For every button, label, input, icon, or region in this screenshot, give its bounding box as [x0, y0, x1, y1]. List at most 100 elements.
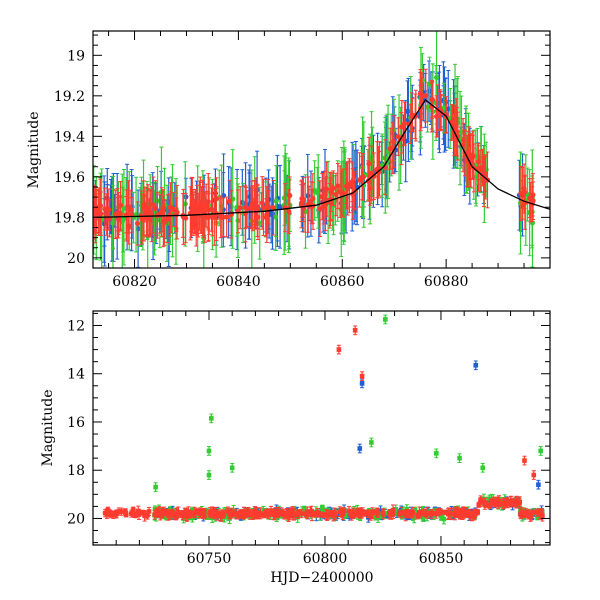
data-point: [322, 191, 328, 198]
data-point: [374, 509, 380, 515]
data-point: [390, 510, 396, 516]
data-point: [260, 204, 267, 211]
data-point: [480, 465, 486, 471]
data-point: [288, 512, 294, 517]
data-point: [270, 205, 277, 211]
x-tick-label: 60860: [320, 274, 365, 290]
data-point: [473, 362, 479, 368]
top-panel-axes: 60820 60840 60860 60880 19 19.2 19.4 19.6 19.8 20: [54, 30, 551, 290]
data-point: [445, 106, 451, 112]
data-point: [493, 498, 499, 504]
data-point: [134, 220, 141, 227]
data-point: [97, 203, 103, 209]
data-point: [365, 178, 371, 184]
data-point: [400, 510, 406, 516]
data-point: [437, 509, 443, 515]
data-point: [279, 509, 285, 515]
data-point: [147, 210, 153, 216]
data-point: [489, 499, 494, 505]
data-point: [335, 183, 341, 189]
data-point: [320, 512, 326, 518]
data-point: [111, 512, 116, 518]
data-point: [423, 510, 428, 516]
data-point: [245, 509, 250, 515]
y-tick-label: 19.8: [54, 210, 85, 226]
data-point: [200, 205, 206, 211]
data-point: [434, 451, 439, 456]
data-point: [136, 512, 142, 517]
data-point: [201, 509, 207, 514]
data-point: [206, 448, 212, 454]
data-point: [295, 512, 300, 517]
data-point: [346, 181, 353, 187]
data-point: [530, 192, 536, 198]
data-point: [265, 204, 271, 210]
data-point: [224, 214, 230, 220]
data-point: [538, 448, 544, 454]
data-point: [521, 186, 527, 192]
data-point: [264, 211, 270, 218]
model-curve: [93, 98, 550, 219]
data-point: [119, 509, 124, 514]
data-point: [360, 174, 366, 180]
data-point: [457, 455, 462, 461]
data-point: [441, 516, 447, 522]
data-point: [461, 137, 467, 143]
data-point: [218, 214, 224, 220]
data-point: [255, 214, 261, 220]
data-point: [527, 195, 533, 201]
data-point: [281, 512, 287, 518]
data-point: [303, 511, 309, 517]
data-point: [466, 511, 471, 516]
data-point: [186, 509, 191, 514]
data-point: [410, 510, 416, 515]
data-point: [485, 499, 491, 505]
data-point: [479, 164, 486, 171]
data-point: [214, 512, 220, 518]
data-point: [142, 201, 148, 208]
data-point: [311, 511, 316, 517]
data-point: [218, 513, 223, 518]
data-point: [116, 509, 122, 514]
data-point: [209, 508, 215, 514]
data-point: [340, 511, 346, 517]
data-point: [153, 484, 158, 490]
data-point: [404, 108, 411, 114]
data-point: [126, 223, 132, 229]
data-point: [367, 512, 373, 517]
data-point: [382, 317, 388, 322]
data-point: [166, 513, 171, 518]
data-point: [501, 501, 506, 506]
y-tick-label: 19.6: [54, 170, 85, 186]
data-point: [420, 516, 426, 521]
data-point: [458, 510, 464, 516]
data-point: [393, 506, 398, 512]
data-point: [448, 511, 454, 517]
data-point: [152, 506, 158, 512]
data-point: [222, 514, 227, 520]
data-point: [441, 509, 447, 515]
data-point: [429, 103, 435, 109]
data-point: [164, 509, 170, 515]
data-point: [429, 511, 434, 516]
data-point: [308, 508, 313, 514]
data-point: [540, 513, 545, 518]
data-point: [370, 509, 376, 515]
data-point: [406, 510, 411, 516]
data-point: [112, 211, 118, 217]
data-point: [357, 446, 363, 451]
data-point: [349, 514, 354, 519]
data-point: [266, 510, 272, 515]
data-point: [268, 211, 274, 218]
data-point: [343, 513, 349, 518]
data-point: [243, 204, 249, 211]
data-point: [511, 500, 517, 505]
top-panel: 60820 60840 60860 60880 19 19.2 19.4 19.6 19.8 20…: [26, 30, 551, 290]
data-point: [117, 211, 123, 217]
data-point: [205, 511, 210, 517]
data-point: [526, 511, 531, 517]
data-point: [426, 81, 433, 87]
data-point: [252, 206, 259, 212]
data-point: [102, 206, 108, 212]
